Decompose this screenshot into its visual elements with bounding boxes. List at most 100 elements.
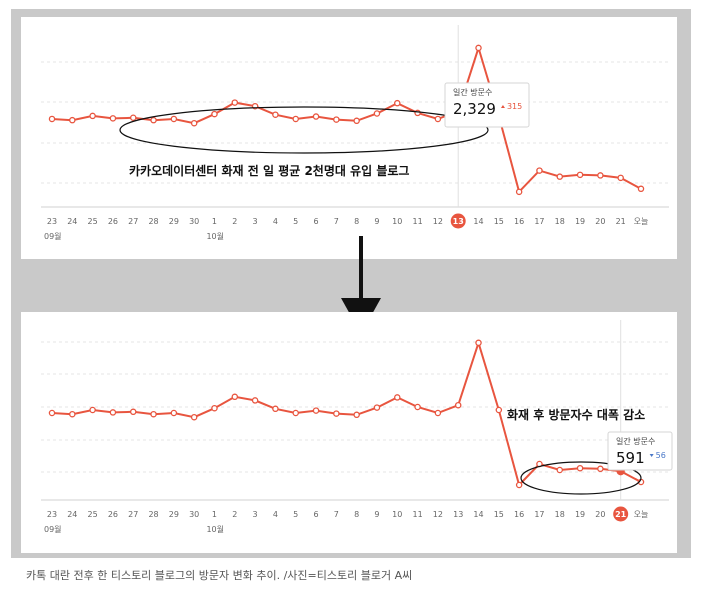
tooltip-value: 591 [616, 449, 645, 467]
x-tick-label: 17 [534, 510, 544, 519]
annotation-text: 카카오데이터센터 화재 전 일 평균 2천명대 유입 블로그 [129, 163, 409, 178]
data-point [272, 111, 279, 118]
x-tick-label: 25 [88, 510, 98, 519]
highlight-ellipse [119, 106, 489, 154]
x-tick-label: 5 [293, 510, 298, 519]
x-tick-label: 19 [575, 510, 585, 519]
x-tick-label: 4 [273, 217, 278, 226]
x-tick-label: 24 [67, 510, 77, 519]
x-tick-label: 13 [453, 510, 463, 519]
x-tick-label: 14 [473, 217, 483, 226]
chart-panel-after: 23 24 25 26 27 28 29 30 1 2 3 4 5 6 7 8 9 10 11 12 13 14 15 16 1… [21, 312, 677, 553]
data-point [637, 185, 645, 193]
data-point [597, 465, 604, 473]
x-tick-label: 12 [433, 510, 443, 519]
x-tick-label: 9 [374, 510, 379, 519]
data-point [231, 393, 239, 401]
tooltip-box [607, 431, 673, 471]
data-point [150, 116, 157, 124]
chart-panel-before: 23 24 25 26 27 28 29 30 1 2 3 4 5 6 7 8 9 10 11 12 13 14 15 16 1… [21, 17, 677, 259]
x-tick-label: 3 [253, 217, 258, 226]
data-point [515, 188, 523, 196]
x-tick-label: 23 [47, 217, 57, 226]
x-tick-label: 16 [514, 510, 524, 519]
x-tick-label: 18 [555, 217, 565, 226]
data-point [312, 407, 320, 414]
x-tick-label: 21 [616, 217, 626, 226]
x-tick-label: 28 [148, 217, 158, 226]
data-point [333, 116, 340, 123]
x-tick-label: 19 [575, 217, 585, 226]
x-tick-label: 8 [354, 217, 359, 226]
x-tick-label: 6 [313, 217, 318, 226]
x-tick-label: 2 [232, 510, 237, 519]
data-point [89, 406, 96, 414]
x-tick-label: 25 [88, 217, 98, 226]
data-point [150, 410, 157, 418]
x-tick-label-highlight: 13 [453, 217, 464, 226]
x-tick-label: 7 [334, 510, 339, 519]
x-tick-label: 오늘 [634, 510, 649, 519]
x-tick-label: 7 [334, 217, 339, 226]
series-line [51, 339, 642, 487]
tooltip-title: 일간 방문수 [453, 87, 492, 97]
data-point [129, 408, 137, 416]
data-point [394, 394, 401, 401]
highlight-date-badge [613, 506, 629, 522]
x-tick-label: 28 [148, 510, 158, 519]
tooltip: 일간 방문수 2,329 315 [444, 82, 530, 128]
x-tick-label: 10 [392, 510, 402, 519]
annotation-text: 화재 후 방문자수 대폭 감소 [507, 407, 645, 422]
tooltip: 일간 방문수 591 56 [607, 431, 673, 471]
x-tick-label-highlight: 21 [615, 510, 627, 519]
tooltip-box [444, 82, 530, 128]
data-point [129, 114, 137, 122]
x-tick-label: 26 [108, 217, 118, 226]
data-point [231, 99, 239, 106]
x-tick-label: 3 [253, 510, 258, 519]
data-point [454, 401, 462, 409]
x-tick-label: 1 [212, 217, 217, 226]
month-label: 09월 [44, 524, 62, 534]
data-point [109, 115, 117, 122]
x-tick-label: 23 [47, 510, 57, 519]
x-tick-label: 11 [412, 510, 422, 519]
data-point [69, 116, 76, 124]
data-point [475, 339, 482, 347]
x-tick-label: 27 [128, 510, 138, 519]
data-point [475, 44, 482, 52]
data-point [170, 115, 178, 123]
x-tick-label: 15 [494, 510, 504, 519]
data-point [353, 117, 360, 125]
x-tick-label: 16 [514, 217, 524, 226]
data-point [394, 99, 401, 107]
data-point [211, 404, 218, 412]
x-tick-label: 30 [189, 510, 199, 519]
photo-caption: 카톡 대란 전후 한 티스토리 블로그의 방문자 변화 추이. /사진=티스토리… [26, 569, 413, 582]
x-tick-label: 1 [212, 510, 217, 519]
visitor-chart-before: 23 24 25 26 27 28 29 30 1 2 3 4 5 6 7 8 9 10 11 12 13 14 15 16 1… [41, 25, 669, 241]
x-tick-label: 오늘 [634, 217, 649, 226]
tooltip-value: 2,329 [453, 100, 496, 118]
data-point [576, 171, 584, 179]
x-tick-label: 20 [595, 217, 605, 226]
data-point [69, 410, 76, 418]
data-point [373, 404, 381, 411]
data-point [48, 409, 56, 417]
x-tick-label: 9 [374, 217, 379, 226]
data-point [190, 119, 198, 127]
data-point [414, 403, 421, 411]
data-point [89, 112, 96, 120]
data-point [292, 115, 299, 123]
data-point [434, 115, 442, 123]
data-point [251, 397, 259, 404]
data-point [536, 167, 543, 174]
data-point [434, 409, 442, 417]
tooltip-delta: 56 [656, 451, 666, 460]
data-point [312, 113, 320, 120]
increase-arrow-icon [500, 105, 505, 108]
data-point [373, 110, 381, 117]
x-tick-label: 29 [169, 217, 179, 226]
x-tick-label: 14 [473, 510, 483, 519]
month-label: 09월 [44, 231, 62, 241]
